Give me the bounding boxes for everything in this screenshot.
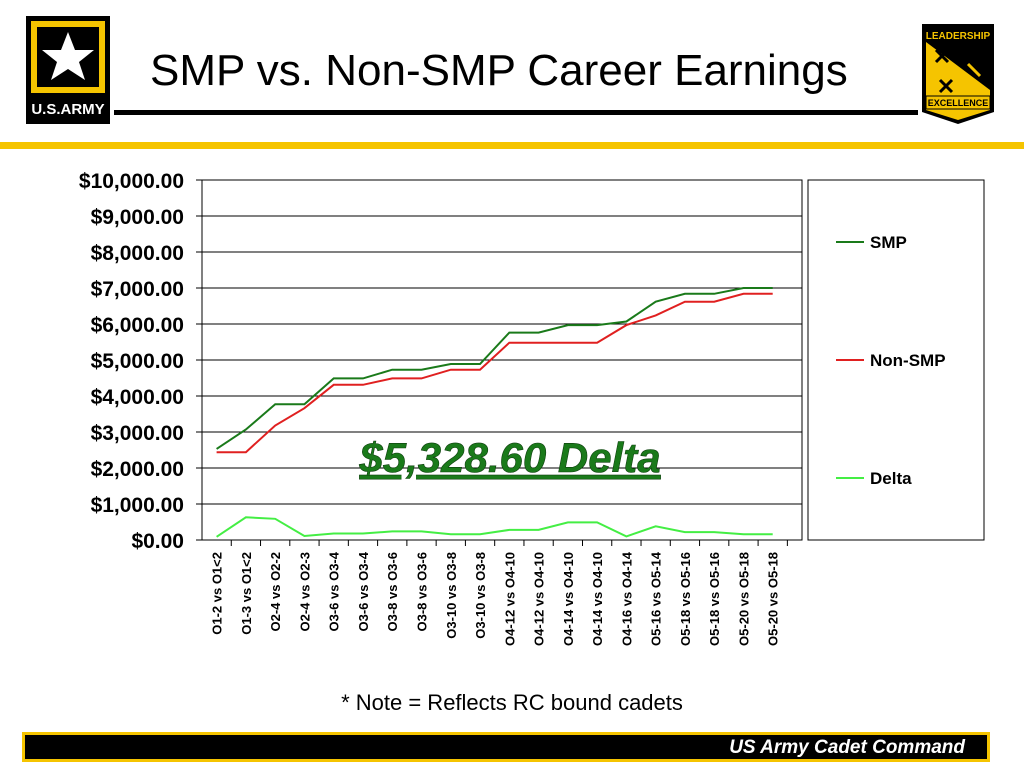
series-line-non-smp: [216, 292, 773, 454]
x-tick-label: O5-20 vs O5-18: [736, 552, 751, 646]
footnote: * Note = Reflects RC bound cadets: [341, 690, 683, 715]
x-tick-label: O2-4 vs O2-3: [297, 552, 312, 632]
y-tick-label: $9,000.00: [91, 206, 184, 229]
rotc-leadership-badge: LEADERSHIP EXCELLENCE: [922, 24, 994, 124]
legend-label: SMP: [870, 233, 907, 252]
y-tick-label: $2,000.00: [91, 458, 184, 481]
x-tick-label: O4-16 vs O4-14: [619, 551, 634, 646]
x-tick-label: O4-14 vs O4-10: [561, 552, 576, 646]
x-tick-label: O3-8 vs O3-6: [415, 552, 430, 632]
x-tick-label: O4-12 vs O4-10: [502, 552, 517, 646]
y-tick-label: $0.00: [131, 530, 184, 553]
x-tick-label: O3-6 vs O3-4: [356, 551, 371, 631]
series-line-smp: [216, 287, 773, 450]
series-layer: [216, 287, 773, 538]
y-tick-label: $7,000.00: [91, 278, 184, 301]
page-title: SMP vs. Non-SMP Career Earnings: [150, 46, 848, 95]
title-underline: [114, 110, 918, 115]
y-tick-label: $8,000.00: [91, 242, 184, 265]
delta-annotation: $5,328.60 Delta: [358, 434, 660, 481]
x-tick-label: O5-18 vs O5-16: [707, 552, 722, 646]
x-tick-label: O5-18 vs O5-16: [678, 552, 693, 646]
logo-text: U.S.ARMY: [31, 101, 104, 118]
y-tick-label: $4,000.00: [91, 386, 184, 409]
y-tick-label: $1,000.00: [91, 494, 184, 517]
grid-layer: [196, 179, 803, 546]
x-tick-label: O3-10 vs O3-8: [444, 552, 459, 639]
x-tick-label: O1-2 vs O1<2: [210, 552, 225, 635]
legend-label: Delta: [870, 469, 912, 488]
y-tick-label: $3,000.00: [91, 422, 184, 445]
x-axis-ticks: O1-2 vs O1<2 O1-3 vs O1<2 O2-4 vs O2-2 O2-4…: [210, 551, 781, 646]
x-tick-label: O4-14 vs O4-10: [590, 552, 605, 646]
badge-bottom-text: EXCELLENCE: [928, 98, 989, 108]
footer-text: US Army Cadet Command: [729, 737, 965, 758]
x-tick-label: O2-4 vs O2-2: [268, 552, 283, 632]
y-tick-label: $10,000.00: [79, 170, 184, 193]
footer-bar: US Army Cadet Command: [22, 732, 990, 762]
badge-top-text: LEADERSHIP: [926, 31, 991, 42]
x-tick-label: O1-3 vs O1<2: [239, 552, 254, 635]
y-axis-ticks: $0.00 $1,000.00 $2,000.00 $3,000.00 $4,000.0…: [79, 170, 184, 553]
y-tick-label: $5,000.00: [91, 350, 184, 373]
x-tick-label: O3-10 vs O3-8: [473, 552, 488, 639]
us-army-logo: U.S.ARMY: [26, 16, 110, 124]
x-tick-label: O5-16 vs O5-14: [649, 551, 664, 646]
legend-label: Non-SMP: [870, 351, 946, 370]
x-tick-label: O5-20 vs O5-18: [766, 552, 781, 646]
series-line-delta: [216, 516, 773, 538]
legend: SMP Non-SMP Delta: [807, 179, 985, 541]
x-tick-label: O3-6 vs O3-4: [327, 551, 342, 631]
x-tick-label: O4-12 vs O4-10: [532, 552, 547, 646]
y-tick-label: $6,000.00: [91, 314, 184, 337]
x-tick-label: O3-8 vs O3-6: [385, 552, 400, 632]
earnings-line-chart: $0.00 $1,000.00 $2,000.00 $3,000.00 $4,000.0…: [79, 170, 985, 646]
gold-divider: [0, 142, 1024, 149]
